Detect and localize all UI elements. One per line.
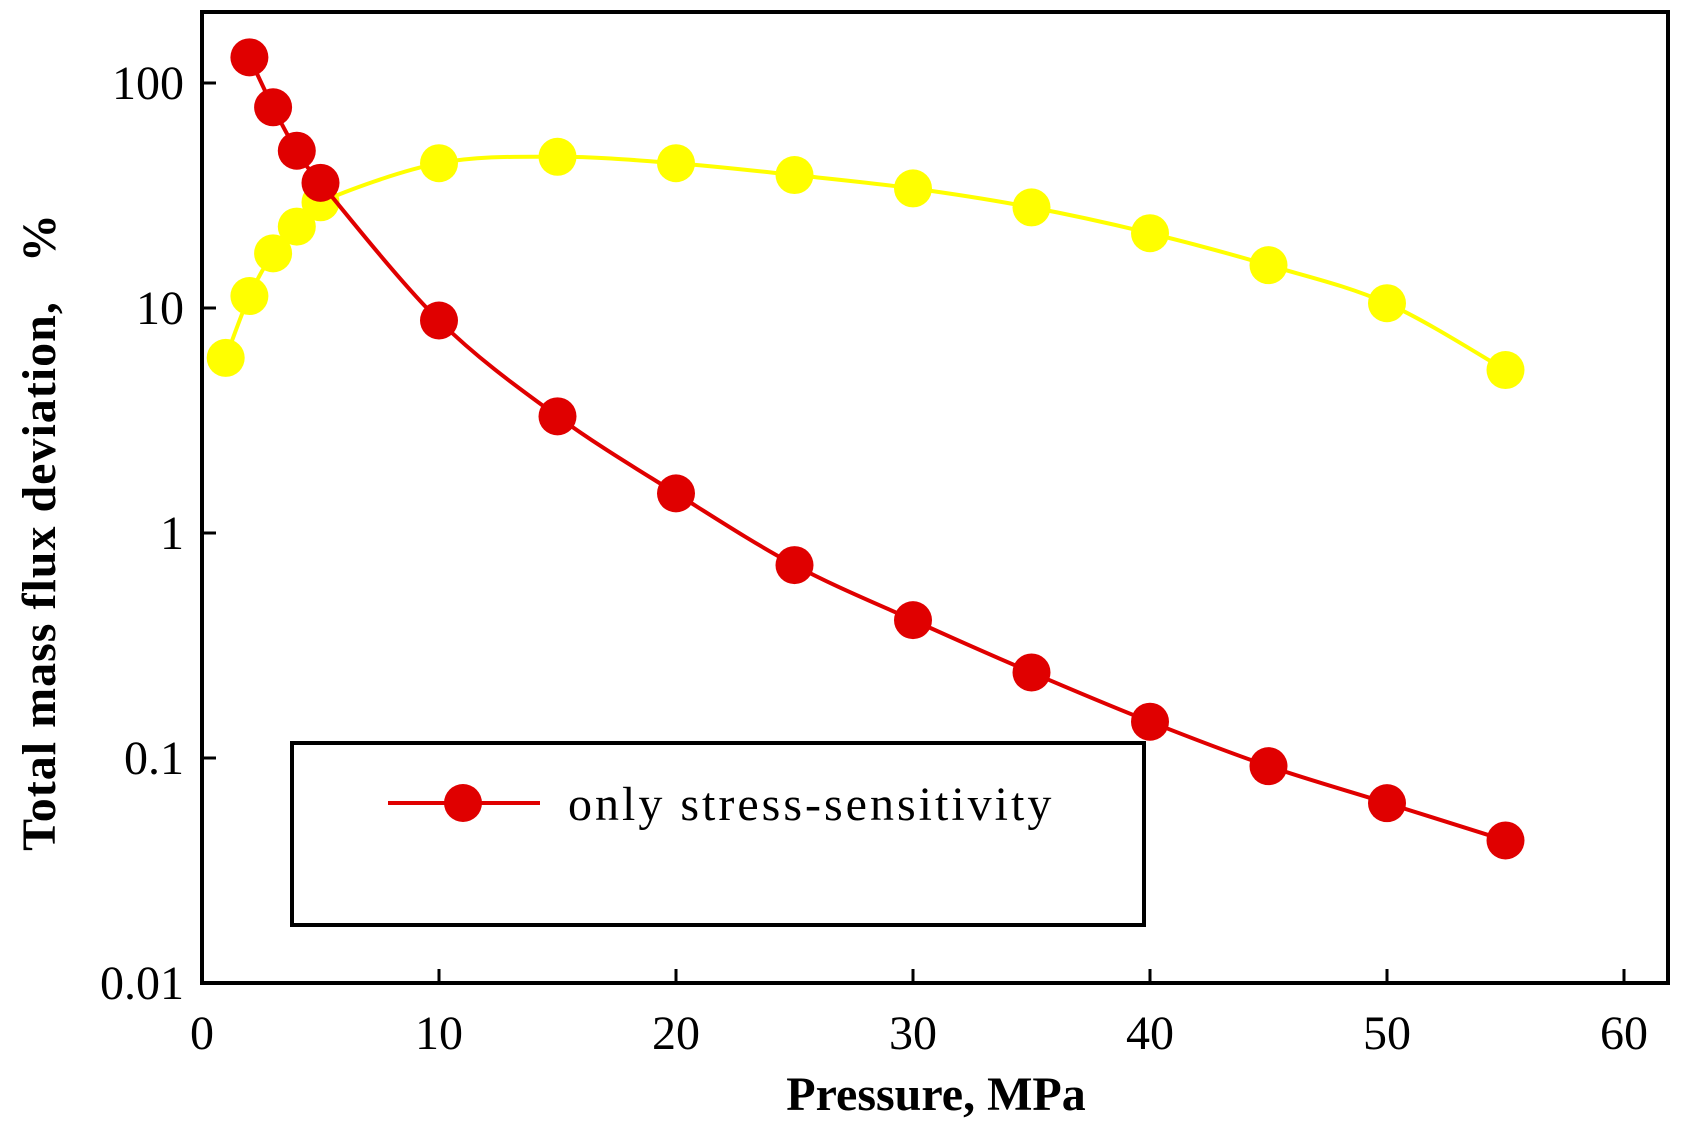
x-tick-label: 10 <box>415 1007 463 1060</box>
data-point <box>657 144 695 183</box>
series-line <box>223 154 1507 372</box>
series-layer <box>206 38 1525 860</box>
y-tick-label: 0.1 <box>124 732 184 785</box>
data-point <box>1131 702 1169 741</box>
data-point <box>420 144 458 183</box>
legend-marker <box>444 784 482 822</box>
axes-layer: 0 10 20 30 40 50 60 0.01 0.1 1 10 100 <box>100 57 1648 1060</box>
data-point <box>1368 284 1406 323</box>
plot-border <box>200 10 1670 985</box>
legend-label: only stress-sensitivity <box>568 778 1054 831</box>
y-axis-title: Total mass flux deviation, % <box>13 213 66 851</box>
x-tick-label: 20 <box>652 1007 700 1060</box>
y-tick-label: 10 <box>136 282 184 335</box>
y-tick-label: 100 <box>112 57 184 110</box>
data-point <box>277 207 316 246</box>
data-point <box>538 397 577 436</box>
y-tick-label: 0.01 <box>100 957 184 1010</box>
y-tick-label: 1 <box>160 507 184 560</box>
x-tick-label: 30 <box>889 1007 937 1060</box>
data-point <box>1012 188 1051 227</box>
data-point <box>775 546 814 585</box>
data-point <box>420 301 458 340</box>
x-tick-label: 40 <box>1126 1007 1174 1060</box>
series-stress-sensitivity <box>230 38 1525 860</box>
data-point <box>301 163 340 202</box>
legend: only stress-sensitivity <box>290 741 1146 927</box>
data-point <box>1131 214 1169 253</box>
data-point <box>230 38 269 77</box>
data-point <box>206 338 245 377</box>
x-tick-label: 60 <box>1600 1007 1648 1060</box>
data-point <box>775 156 814 195</box>
data-point <box>538 137 577 176</box>
data-point <box>1486 821 1525 860</box>
data-point <box>254 88 293 127</box>
data-point <box>254 234 293 273</box>
data-point <box>230 277 269 316</box>
data-point <box>1012 653 1051 692</box>
data-point <box>1249 246 1288 285</box>
x-tick-label: 50 <box>1363 1007 1411 1060</box>
x-tick-label: 0 <box>190 1007 214 1060</box>
data-point <box>277 131 316 170</box>
data-point <box>894 601 932 640</box>
data-point <box>894 169 932 208</box>
data-point <box>1486 351 1525 390</box>
series-second <box>206 137 1525 390</box>
plot-frame <box>200 10 1670 985</box>
data-point <box>657 474 695 513</box>
legend-box <box>290 741 1146 927</box>
x-axis-title: Pressure, MPa <box>786 1068 1085 1121</box>
data-point <box>1368 784 1406 823</box>
data-point <box>1249 747 1288 786</box>
